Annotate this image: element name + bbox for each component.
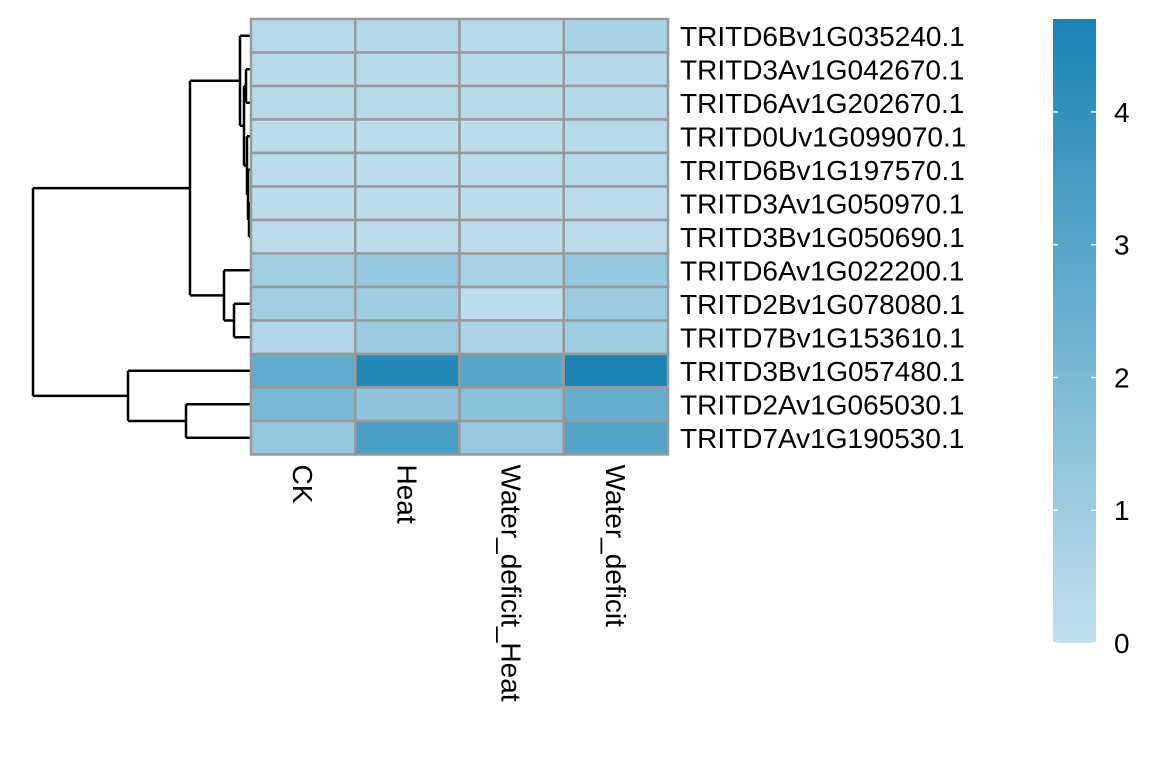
heatmap-cell (562, 218, 670, 255)
legend-tick-label: 4 (1114, 97, 1130, 128)
heatmap-cell (458, 218, 565, 255)
row-label: TRITD6Bv1G035240.1 (680, 21, 965, 52)
heatmap-cell (249, 84, 357, 121)
row-label: TRITD7Bv1G153610.1 (680, 322, 965, 353)
heatmap-cell (458, 185, 565, 222)
row-label: TRITD6Av1G022200.1 (680, 255, 964, 286)
heatmap-cell (562, 118, 670, 155)
heatmap-cell (354, 17, 461, 54)
heatmap-cell (562, 319, 670, 356)
column-label: Heat (391, 465, 422, 524)
heatmap-cell (354, 252, 461, 289)
heatmap-cell (249, 218, 357, 255)
row-label: TRITD3Bv1G057480.1 (680, 356, 965, 387)
column-label: Water_deficit (600, 465, 631, 628)
heatmap-cell (562, 51, 670, 88)
row-label: TRITD3Av1G050970.1 (680, 188, 964, 219)
heatmap-cell (562, 419, 670, 456)
heatmap-cell (458, 151, 565, 188)
color-legend: 0 1 2 3 4 (1053, 19, 1130, 659)
heatmap-cells (249, 17, 670, 456)
column-label: CK (287, 465, 318, 504)
heatmap-cell (354, 386, 461, 423)
row-labels: TRITD6Bv1G035240.1TRITD3Av1G042670.1TRIT… (680, 21, 966, 454)
heatmap-cell (249, 386, 357, 423)
row-dendrogram (31, 34, 251, 439)
heatmap-cell (458, 319, 565, 356)
heatmap-cell (354, 151, 461, 188)
heatmap-cell (562, 151, 670, 188)
heatmap-cell (354, 185, 461, 222)
heatmap-cell (354, 51, 461, 88)
heatmap-cell (249, 151, 357, 188)
heatmap-cell (249, 419, 357, 456)
heatmap-cell (458, 84, 565, 121)
row-label: TRITD0Uv1G099070.1 (680, 121, 966, 152)
heatmap-cell (249, 17, 357, 54)
heatmap-cell (354, 419, 461, 456)
heatmap-cell (458, 386, 565, 423)
heatmap-cell (562, 285, 670, 322)
row-label: TRITD3Av1G042670.1 (680, 54, 964, 85)
heatmap-cell (354, 218, 461, 255)
heatmap-cell (458, 118, 565, 155)
column-labels: CK Heat Water_deficit_Heat Water_deficit (287, 465, 631, 702)
heatmap-cell (249, 319, 357, 356)
row-label: TRITD3Bv1G050690.1 (680, 222, 965, 253)
heatmap-cell (562, 185, 670, 222)
heatmap-cell (249, 352, 357, 389)
heatmap-cell (249, 185, 357, 222)
heatmap-cell (562, 252, 670, 289)
heatmap-cell (354, 285, 461, 322)
heatmap-cell (562, 84, 670, 121)
legend-tick-label: 3 (1114, 230, 1130, 261)
row-label: TRITD6Bv1G197570.1 (680, 155, 965, 186)
heatmap-cell (458, 419, 565, 456)
heatmap-cell (249, 285, 357, 322)
heatmap-cell (458, 285, 565, 322)
heatmap-cell (458, 51, 565, 88)
legend-tick-label: 1 (1114, 495, 1130, 526)
row-label: TRITD6Av1G202670.1 (680, 88, 964, 119)
heatmap-cell (354, 118, 461, 155)
heatmap-cell (562, 352, 670, 389)
heatmap-cell (458, 17, 565, 54)
heatmap-cell (562, 17, 670, 54)
legend-tick-label: 0 (1114, 628, 1130, 659)
heatmap-cell (354, 352, 461, 389)
heatmap-cell (249, 252, 357, 289)
row-label: TRITD2Av1G065030.1 (680, 389, 964, 420)
heatmap-cell (354, 319, 461, 356)
heatmap-cell (249, 51, 357, 88)
heatmap-cell (562, 386, 670, 423)
row-label: TRITD7Av1G190530.1 (680, 423, 964, 454)
row-label: TRITD2Bv1G078080.1 (680, 289, 965, 320)
legend-color-bar (1053, 19, 1096, 643)
heatmap-cell (249, 118, 357, 155)
heatmap-cell (354, 84, 461, 121)
heatmap-cell (458, 252, 565, 289)
heatmap-cell (458, 352, 565, 389)
column-label: Water_deficit_Heat (496, 465, 527, 702)
legend-tick-label: 2 (1114, 362, 1130, 393)
